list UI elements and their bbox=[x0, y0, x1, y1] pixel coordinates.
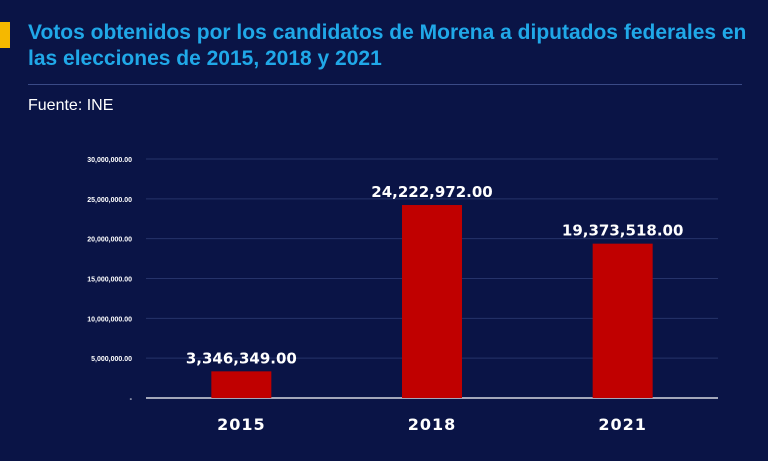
data-label: 19,373,518.00 bbox=[562, 222, 683, 240]
data-label: 3,346,349.00 bbox=[186, 349, 297, 367]
x-axis-ticks: 2015 2018 2021 bbox=[217, 415, 647, 434]
y-axis-ticks: - 5,000,000.00 10,000,000.00 15,000,000.00 2… bbox=[87, 157, 132, 403]
x-tick-label: 2021 bbox=[598, 415, 647, 434]
y-tick-label: 5,000,000.00 bbox=[91, 356, 132, 363]
chart-title: Votos obtenidos por los candidatos de Mo… bbox=[28, 21, 747, 70]
title-accent-bar bbox=[0, 22, 10, 48]
y-tick-label: 15,000,000.00 bbox=[87, 277, 132, 284]
bars bbox=[211, 205, 653, 398]
bar-2015 bbox=[211, 371, 272, 398]
y-tick-label: - bbox=[130, 396, 133, 403]
bar-2021 bbox=[592, 243, 653, 398]
data-labels: 3,346,349.00 24,222,972.00 19,373,518.00 bbox=[186, 183, 684, 367]
y-tick-label: 25,000,000.00 bbox=[87, 197, 132, 204]
x-tick-label: 2018 bbox=[408, 415, 457, 434]
data-label: 24,222,972.00 bbox=[371, 183, 492, 201]
y-tick-label: 30,000,000.00 bbox=[87, 157, 132, 164]
y-tick-label: 20,000,000.00 bbox=[87, 237, 132, 244]
y-tick-label: 10,000,000.00 bbox=[87, 316, 132, 323]
bar-2018 bbox=[402, 205, 462, 398]
title-divider bbox=[28, 84, 742, 85]
source-label: Fuente: INE bbox=[28, 97, 114, 114]
x-tick-label: 2015 bbox=[217, 415, 266, 434]
